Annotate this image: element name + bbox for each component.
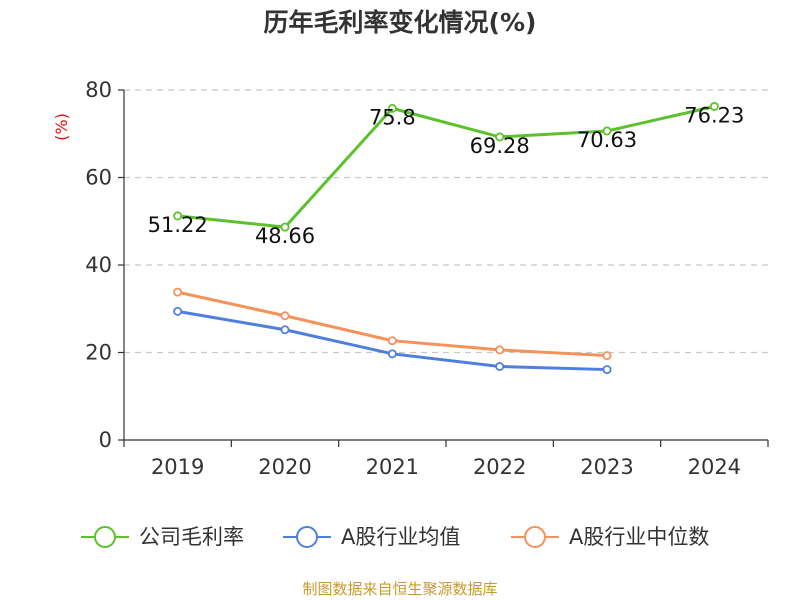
- data-point: [495, 345, 505, 355]
- legend-item-3[interactable]: A股行业中位数: [511, 525, 709, 549]
- data-point: [602, 365, 612, 375]
- legend-label: A股行业均值: [341, 525, 460, 549]
- y-axis-unit-label: (%): [52, 113, 71, 141]
- data-point: [173, 287, 183, 297]
- y-tick-label: 80: [85, 78, 112, 102]
- x-tick-label: 2021: [366, 455, 419, 479]
- data-label: 75.8: [369, 105, 416, 129]
- data-label: 76.23: [684, 103, 744, 127]
- data-point: [280, 311, 290, 321]
- x-tick-label: 2024: [688, 455, 741, 479]
- data-point: [173, 211, 183, 221]
- gridlines: [124, 89, 768, 354]
- data-point: [495, 132, 505, 142]
- data-labels: 51.22 48.66 75.8 69.28 70.63 76.23: [148, 103, 745, 248]
- source-note: 制图数据来自恒生聚源数据库: [302, 580, 497, 598]
- data-point: [387, 336, 397, 346]
- legend-label: 公司毛利率: [139, 525, 244, 549]
- x-tick-label: 2023: [580, 455, 633, 479]
- x-tick-label: 2020: [258, 455, 311, 479]
- y-tick-label: 0: [99, 428, 112, 452]
- legend-item-1[interactable]: 公司毛利率: [81, 525, 244, 549]
- y-tick-label: 60: [85, 166, 112, 190]
- data-label: 48.66: [255, 224, 315, 248]
- data-point: [387, 349, 397, 359]
- data-point: [602, 126, 612, 136]
- legend-marker: [94, 526, 116, 548]
- data-point: [173, 306, 183, 316]
- data-point: [602, 351, 612, 361]
- y-tick-label: 40: [85, 253, 112, 277]
- x-tick-label: 2022: [473, 455, 526, 479]
- legend-marker: [524, 526, 546, 548]
- legend: 公司毛利率 A股行业均值 A股行业中位数: [81, 525, 709, 549]
- y-tick-label: 20: [85, 341, 112, 365]
- chart-title: 历年毛利率变化情况(%): [264, 8, 537, 37]
- series-line-1: [177, 105, 715, 229]
- series-lines: [173, 101, 719, 375]
- data-label: 51.22: [148, 213, 208, 237]
- legend-item-2[interactable]: A股行业均值: [283, 525, 460, 549]
- data-point: [280, 222, 290, 232]
- data-point: [280, 325, 290, 335]
- legend-marker: [296, 526, 318, 548]
- legend-label: A股行业中位数: [569, 525, 709, 549]
- x-tick-label: 2019: [151, 455, 204, 479]
- data-point: [709, 101, 719, 111]
- data-point: [495, 361, 505, 371]
- data-label: 69.28: [470, 134, 530, 158]
- data-point: [387, 103, 397, 113]
- axes: 0 20 40 60 80 2019 2020 2021 2022 2023 2024: [85, 78, 769, 479]
- data-label: 70.63: [577, 128, 637, 152]
